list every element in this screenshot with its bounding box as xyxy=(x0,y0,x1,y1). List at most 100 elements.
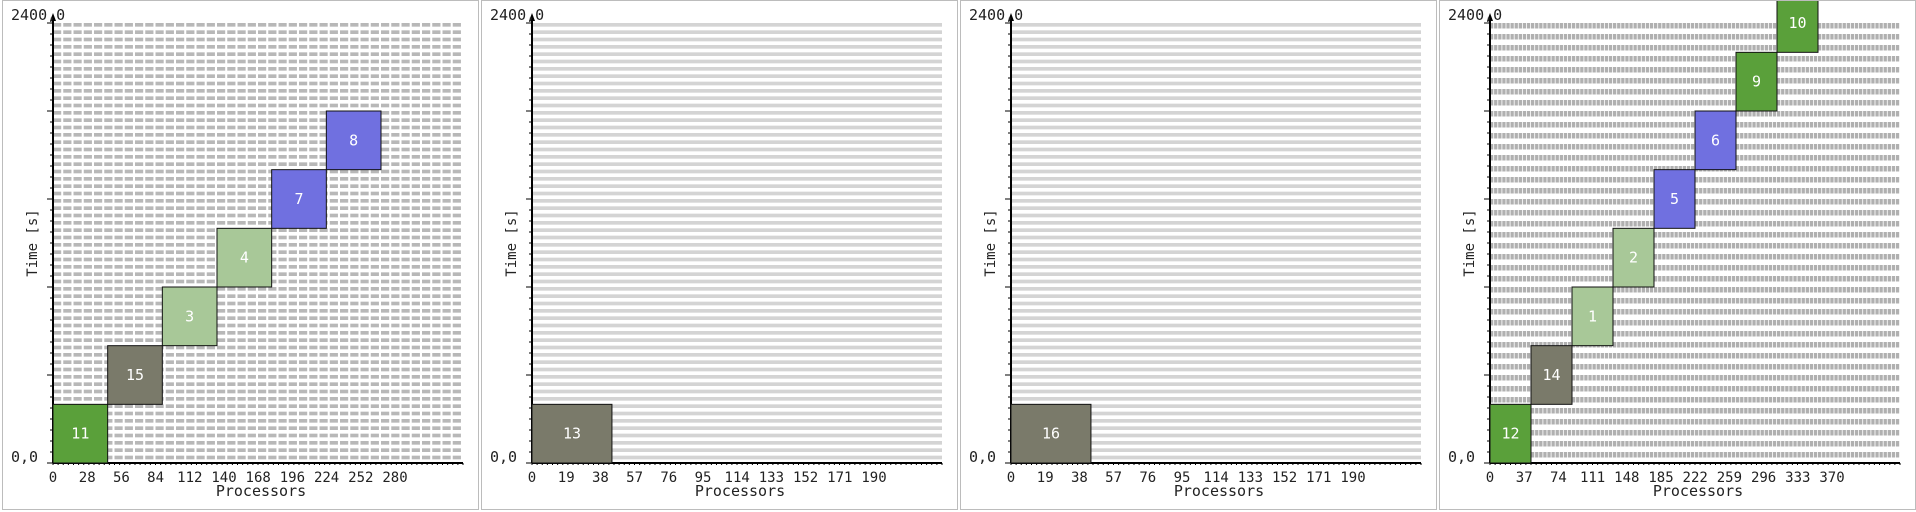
stripe xyxy=(114,265,123,269)
stripe xyxy=(422,433,431,438)
stripe xyxy=(381,228,390,232)
stripe xyxy=(1580,188,1584,194)
stripe xyxy=(53,45,62,49)
stripe xyxy=(124,147,133,152)
stripe xyxy=(329,389,338,394)
stripe xyxy=(432,140,441,144)
stripe xyxy=(360,177,369,181)
stripe xyxy=(1891,144,1896,150)
x-tick-label: 57 xyxy=(1105,470,1122,486)
stripe xyxy=(1600,122,1604,128)
stripe xyxy=(391,103,400,108)
stripe xyxy=(176,206,185,210)
stripe xyxy=(73,353,82,357)
stripe xyxy=(370,345,379,350)
stripe xyxy=(1863,34,1867,40)
stripe xyxy=(1535,166,1539,172)
stripe xyxy=(217,162,226,166)
stripe xyxy=(1711,210,1715,216)
stripe xyxy=(1555,23,1559,29)
stripe xyxy=(1859,100,1863,106)
stripe xyxy=(1547,89,1551,95)
stripe xyxy=(1801,210,1805,216)
stripe xyxy=(381,419,390,423)
stripe xyxy=(1613,56,1617,62)
stripe xyxy=(288,301,297,306)
stripe xyxy=(1891,111,1896,117)
stripe xyxy=(1871,166,1875,172)
stripe xyxy=(411,235,420,240)
stripe xyxy=(1645,177,1650,183)
stripe xyxy=(135,338,144,342)
stripe xyxy=(247,147,256,152)
stripe xyxy=(350,397,359,401)
stripe xyxy=(1551,155,1555,161)
stripe xyxy=(258,74,267,78)
stripe xyxy=(1727,56,1732,62)
stripe xyxy=(1572,210,1576,216)
stripe xyxy=(1666,100,1670,106)
stripe xyxy=(1526,188,1531,194)
stripe xyxy=(370,323,379,328)
task-rect xyxy=(1010,403,1092,464)
stripe xyxy=(196,367,205,372)
stripe xyxy=(432,89,441,93)
stripe xyxy=(370,265,379,269)
stripe xyxy=(1584,199,1588,205)
stripe xyxy=(1826,210,1830,216)
stripe xyxy=(247,455,256,460)
stripe xyxy=(1731,23,1736,29)
stripe xyxy=(176,59,185,64)
stripe xyxy=(237,37,246,42)
stripe xyxy=(227,382,236,386)
stripe xyxy=(329,323,338,328)
stripe xyxy=(73,81,82,86)
stripe xyxy=(370,206,379,210)
stripe xyxy=(532,23,942,27)
stripe xyxy=(442,375,451,379)
stripe xyxy=(145,147,154,152)
stripe xyxy=(1813,78,1818,84)
stripe xyxy=(135,272,144,276)
stripe xyxy=(1826,78,1830,84)
stripe xyxy=(1813,232,1818,238)
stripe xyxy=(186,213,195,218)
stripe xyxy=(186,118,195,122)
stripe xyxy=(247,199,256,203)
stripe xyxy=(1670,45,1674,51)
stripe xyxy=(145,426,154,430)
stripe xyxy=(1756,210,1760,216)
stripe xyxy=(124,441,133,445)
stripe xyxy=(360,448,369,452)
stripe xyxy=(124,404,133,408)
stripe xyxy=(114,111,123,115)
stripe xyxy=(114,133,123,137)
stripe xyxy=(237,213,246,218)
stripe xyxy=(1572,67,1576,73)
stripe xyxy=(217,389,226,394)
stripe xyxy=(94,133,103,137)
stripe xyxy=(1715,56,1719,62)
stripe xyxy=(1859,89,1863,95)
stripe xyxy=(1818,133,1822,139)
stripe xyxy=(1703,45,1707,51)
stripe xyxy=(1797,122,1801,128)
stripe xyxy=(442,389,451,394)
stripe xyxy=(1572,133,1576,139)
stripe xyxy=(360,433,369,438)
stripe xyxy=(309,147,318,152)
stripe xyxy=(1011,59,1421,64)
stripe xyxy=(1711,78,1715,84)
stripe xyxy=(299,52,308,56)
stripe xyxy=(1543,221,1547,227)
stripe xyxy=(104,169,113,174)
stripe xyxy=(299,389,308,394)
stripe xyxy=(237,206,246,210)
stripe xyxy=(1686,67,1691,73)
stripe xyxy=(309,228,318,232)
stripe xyxy=(442,309,451,313)
stripe xyxy=(288,367,297,372)
stripe xyxy=(329,301,338,306)
stripe xyxy=(422,235,431,240)
stripe xyxy=(1608,89,1613,95)
